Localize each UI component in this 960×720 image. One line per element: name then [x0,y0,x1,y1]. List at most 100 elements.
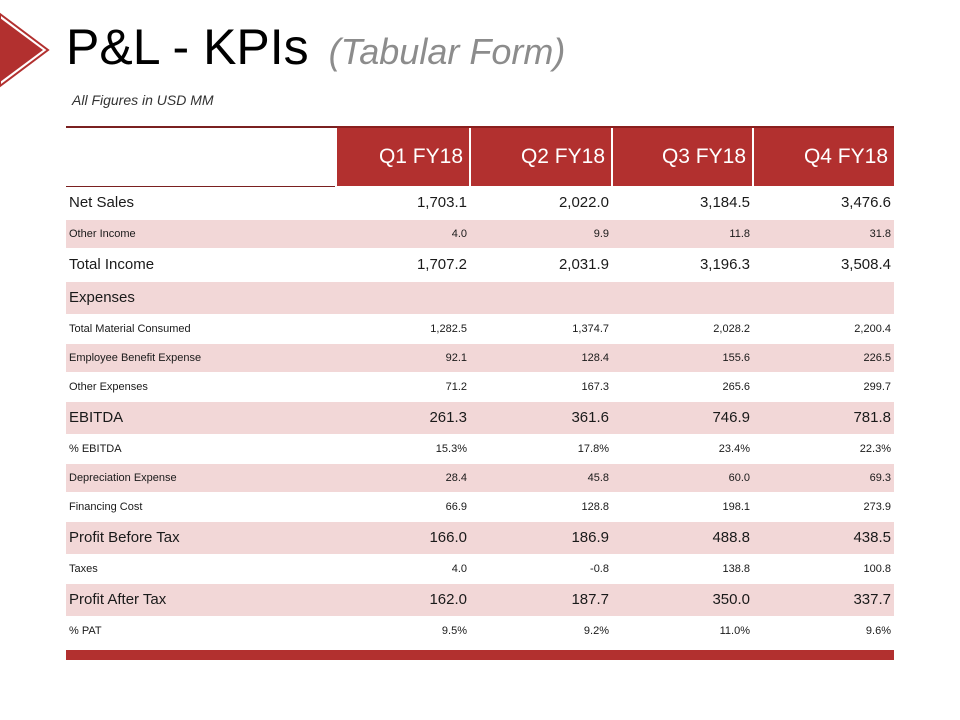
row-label: Profit After Tax [66,583,336,617]
cell-value: 11.0% [612,616,753,646]
cell-value: 155.6 [612,343,753,373]
column-header: Q4 FY18 [752,126,894,186]
cell-value: 23.4% [612,434,753,464]
cell-value: 66.9 [336,492,470,522]
cell-value: 1,282.5 [336,314,470,344]
cell-value [612,281,753,315]
table-row: Total Material Consumed 1,282.5 1,374.7 2,0… [66,314,894,344]
cell-value: 4.0 [336,219,470,249]
cell-value: 198.1 [612,492,753,522]
cell-value: 187.7 [470,583,612,617]
row-label: Total Material Consumed [66,314,336,344]
cell-value: 128.4 [470,343,612,373]
table-row: Total Income 1,707.2 2,031.9 3,196.3 3,508.4 [66,248,894,282]
cell-value: 1,707.2 [336,248,470,282]
cell-value: 162.0 [336,583,470,617]
cell-value: 9.6% [753,616,894,646]
cell-value: 3,196.3 [612,248,753,282]
cell-value: 128.8 [470,492,612,522]
cell-value: 226.5 [753,343,894,373]
title-subtitle: (Tabular Form) [328,31,566,72]
cell-value: 299.7 [753,372,894,402]
cell-value: 337.7 [753,583,894,617]
cell-value [753,281,894,315]
table-row: Net Sales 1,703.1 2,022.0 3,184.5 3,476.6 [66,186,894,220]
cell-value: 2,200.4 [753,314,894,344]
table-row: EBITDA 261.3 361.6 746.9 781.8 [66,401,894,435]
cell-value: 11.8 [612,219,753,249]
column-header: Q1 FY18 [335,126,470,186]
table-row: Other Expenses 71.2 167.3 265.6 299.7 [66,372,894,402]
row-label: Financing Cost [66,492,336,522]
row-label: Expenses [66,281,336,315]
row-label: Depreciation Expense [66,463,336,493]
cell-value: 92.1 [336,343,470,373]
table-row: Expenses [66,281,894,315]
pl-kpi-table: Q1 FY18 Q2 FY18 Q3 FY18 Q4 FY18 Net Sale… [66,126,894,646]
cell-value: 22.3% [753,434,894,464]
corner-arrow-icon [0,12,50,88]
table-row: Employee Benefit Expense 92.1 128.4 155.6 22… [66,343,894,373]
cell-value: 273.9 [753,492,894,522]
cell-value: 71.2 [336,372,470,402]
cell-value: 3,508.4 [753,248,894,282]
table-row: Taxes 4.0 -0.8 138.8 100.8 [66,554,894,584]
cell-value: 438.5 [753,521,894,555]
column-header: Q3 FY18 [611,126,753,186]
row-label: EBITDA [66,401,336,435]
row-label: Net Sales [66,186,336,220]
table-header-row: Q1 FY18 Q2 FY18 Q3 FY18 Q4 FY18 [66,126,894,187]
cell-value: 2,031.9 [470,248,612,282]
table-row: Other Income 4.0 9.9 11.8 31.8 [66,219,894,249]
cell-value: 45.8 [470,463,612,493]
cell-value: 746.9 [612,401,753,435]
cell-value: 166.0 [336,521,470,555]
table-row: Profit After Tax 162.0 187.7 350.0 337.7 [66,583,894,617]
header-blank-cell [66,126,336,187]
units-note: All Figures in USD MM [72,92,214,108]
cell-value [470,281,612,315]
cell-value: 15.3% [336,434,470,464]
cell-value: 138.8 [612,554,753,584]
cell-value: 31.8 [753,219,894,249]
title-text: P&L - KPIs [66,19,309,75]
cell-value: 186.9 [470,521,612,555]
cell-value: 3,476.6 [753,186,894,220]
row-label: Taxes [66,554,336,584]
row-label: % PAT [66,616,336,646]
cell-value: 17.8% [470,434,612,464]
cell-value: 4.0 [336,554,470,584]
table-row: Depreciation Expense 28.4 45.8 60.0 69.3 [66,463,894,493]
table-row: Financing Cost 66.9 128.8 198.1 273.9 [66,492,894,522]
table-row: Profit Before Tax 166.0 186.9 488.8 438.5 [66,521,894,555]
table-bottom-bar [66,650,894,660]
cell-value: 1,374.7 [470,314,612,344]
cell-value: 9.2% [470,616,612,646]
table-row: % PAT 9.5% 9.2% 11.0% 9.6% [66,616,894,646]
cell-value: 167.3 [470,372,612,402]
row-label: Total Income [66,248,336,282]
page-title: P&L - KPIs (Tabular Form) [66,16,565,83]
column-header: Q2 FY18 [469,126,612,186]
cell-value: 2,028.2 [612,314,753,344]
cell-value: 100.8 [753,554,894,584]
cell-value: 28.4 [336,463,470,493]
row-label: Employee Benefit Expense [66,343,336,373]
table-body: Net Sales 1,703.1 2,022.0 3,184.5 3,476.6 Oth… [66,186,894,646]
cell-value: 265.6 [612,372,753,402]
table-row: % EBITDA 15.3% 17.8% 23.4% 22.3% [66,434,894,464]
cell-value: 9.5% [336,616,470,646]
cell-value: -0.8 [470,554,612,584]
cell-value: 1,703.1 [336,186,470,220]
cell-value: 9.9 [470,219,612,249]
cell-value: 2,022.0 [470,186,612,220]
row-label: Profit Before Tax [66,521,336,555]
cell-value: 60.0 [612,463,753,493]
cell-value: 361.6 [470,401,612,435]
cell-value [336,281,470,315]
cell-value: 781.8 [753,401,894,435]
cell-value: 69.3 [753,463,894,493]
row-label: Other Expenses [66,372,336,402]
cell-value: 261.3 [336,401,470,435]
row-label: % EBITDA [66,434,336,464]
